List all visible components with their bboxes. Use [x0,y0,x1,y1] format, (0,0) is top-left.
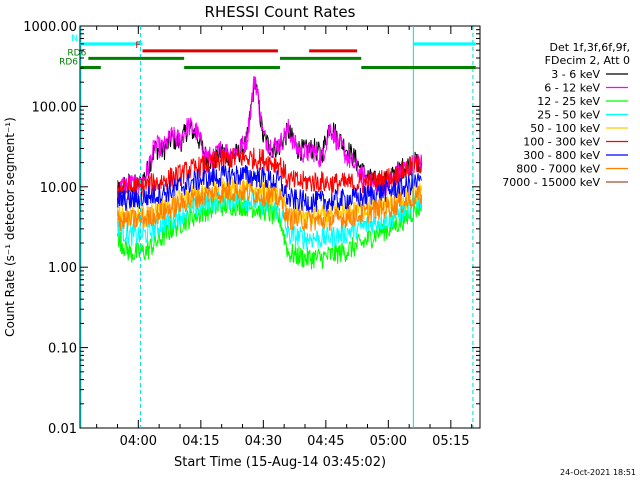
x-tick-label: 04:15 [182,434,219,449]
y-tick-label: 1.00 [48,261,77,276]
legend-label: 50 - 100 keV [530,122,600,135]
state-bar-label: RD6 [67,48,86,58]
legend-label: 800 - 7000 keV [516,163,600,176]
series-line [117,181,423,232]
x-axis-label: Start Time (15-Aug-14 03:45:02) [174,455,386,470]
series-line [117,76,423,199]
chart-title: RHESSI Count Rates [205,3,356,21]
state-bar-label: F [135,41,140,51]
state-bar-label: N [71,34,78,44]
y-tick-label: 0.01 [48,422,77,437]
series-layer [117,76,423,270]
state-bar-label: RD6 [59,57,78,67]
y-tick-label: 0.10 [48,342,77,357]
y-tick-label: 10.00 [40,181,77,196]
x-tick-label: 05:15 [432,434,469,449]
timestamp: 24-Oct-2021 18:51 [560,468,636,477]
plot-frame [79,25,481,429]
y-tick-label: 1000.00 [23,20,77,35]
series-line [117,147,423,201]
y-axis-label: Count Rate (s⁻¹ detector segment⁻¹) [3,117,17,337]
legend-label: 12 - 25 keV [537,95,600,108]
legend-label: 3 - 6 keV [551,68,600,81]
legend-label: 300 - 800 keV [523,149,600,162]
x-tick-label: 04:00 [120,434,157,449]
legend: Det 1f,3f,6f,9f, FDecim 2, Att 0 3 - 6 k… [502,41,630,189]
legend-label: 7000 - 15000 keV [502,176,600,189]
x-tick-label: 04:45 [307,434,344,449]
y-tick-label: 100.00 [32,100,78,115]
legend-label: 25 - 50 keV [537,109,600,122]
series-line [117,164,423,213]
legend-label: 100 - 300 keV [523,136,600,149]
x-tick-label: 05:00 [370,434,407,449]
legend-label: 6 - 12 keV [544,82,600,95]
legend-header-line-1: Det 1f,3f,6f,9f, [549,41,630,54]
vline-layer [80,26,474,428]
y-axis: 1000.00 100.00 10.00 1.00 0.10 0.01 [23,20,480,437]
x-tick-label: 04:30 [245,434,282,449]
legend-header-line-2: FDecim 2, Att 0 [545,54,630,67]
x-axis: 04:00 04:15 04:30 04:45 05:00 05:15 [96,26,473,449]
